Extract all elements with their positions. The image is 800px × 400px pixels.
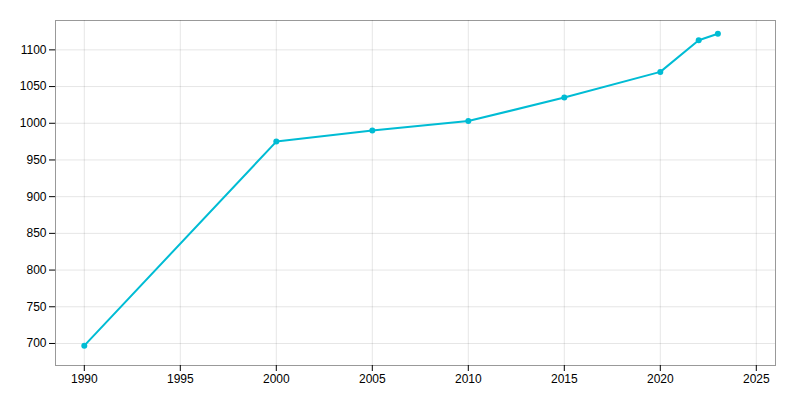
svg-text:900: 900	[26, 190, 46, 204]
svg-text:700: 700	[26, 336, 46, 350]
svg-text:1100: 1100	[21, 43, 47, 57]
svg-text:750: 750	[26, 300, 46, 314]
svg-text:2025: 2025	[743, 372, 770, 386]
svg-text:2010: 2010	[455, 372, 482, 386]
svg-text:1000: 1000	[20, 116, 47, 130]
svg-text:950: 950	[26, 153, 46, 167]
svg-text:2005: 2005	[359, 372, 386, 386]
svg-text:2000: 2000	[263, 372, 290, 386]
svg-text:1995: 1995	[167, 372, 194, 386]
svg-text:2020: 2020	[647, 372, 674, 386]
svg-text:1050: 1050	[20, 79, 47, 93]
svg-text:850: 850	[26, 226, 46, 240]
svg-text:800: 800	[26, 263, 46, 277]
svg-text:2015: 2015	[551, 372, 578, 386]
svg-text:1990: 1990	[71, 372, 98, 386]
